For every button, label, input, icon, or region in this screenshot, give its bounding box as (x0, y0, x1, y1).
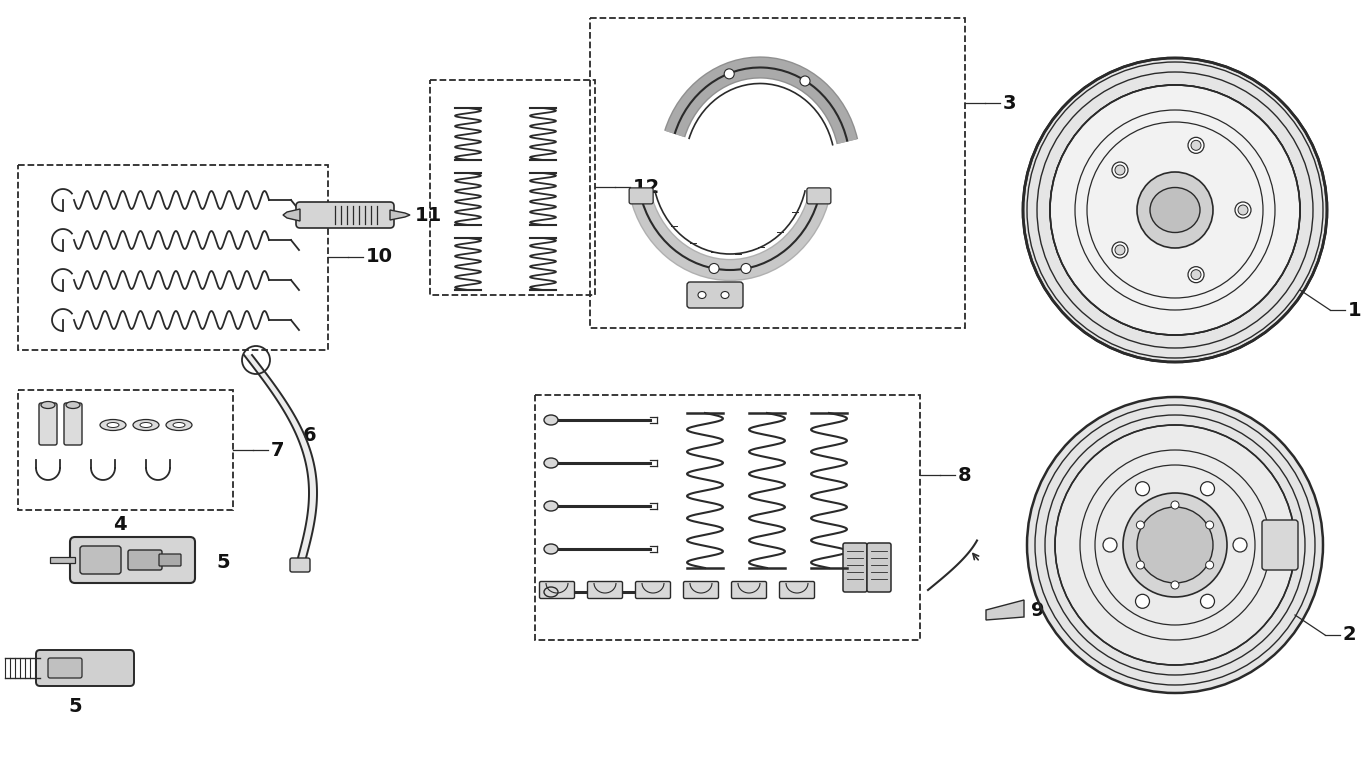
FancyBboxPatch shape (683, 582, 719, 598)
Text: 8: 8 (958, 466, 971, 485)
Ellipse shape (106, 423, 119, 427)
Circle shape (1135, 594, 1150, 608)
Circle shape (1114, 245, 1125, 255)
Circle shape (1138, 507, 1213, 583)
Ellipse shape (140, 423, 151, 427)
FancyBboxPatch shape (1262, 520, 1299, 570)
Ellipse shape (1150, 187, 1200, 233)
Circle shape (1206, 521, 1214, 529)
Circle shape (1239, 205, 1248, 215)
FancyBboxPatch shape (35, 650, 134, 686)
FancyBboxPatch shape (843, 543, 868, 592)
Bar (50, 557, 75, 563)
Circle shape (1200, 594, 1214, 608)
FancyBboxPatch shape (70, 537, 195, 583)
FancyBboxPatch shape (629, 188, 653, 204)
Circle shape (1103, 538, 1117, 552)
Circle shape (1206, 561, 1214, 569)
FancyBboxPatch shape (291, 558, 310, 572)
Circle shape (741, 263, 752, 274)
Wedge shape (1023, 58, 1327, 362)
Circle shape (1188, 267, 1204, 283)
Circle shape (1234, 202, 1251, 218)
Circle shape (1138, 172, 1213, 248)
Circle shape (1191, 140, 1202, 151)
FancyBboxPatch shape (160, 554, 181, 566)
Circle shape (1191, 270, 1202, 280)
FancyBboxPatch shape (868, 543, 891, 592)
Ellipse shape (173, 423, 186, 427)
Polygon shape (986, 600, 1024, 620)
Circle shape (1233, 538, 1247, 552)
Text: 5: 5 (68, 696, 82, 716)
Bar (591, 18, 964, 328)
Text: 11: 11 (415, 205, 442, 224)
Circle shape (709, 263, 719, 274)
FancyBboxPatch shape (128, 550, 162, 570)
Bar (18, 165, 327, 350)
Circle shape (1136, 521, 1144, 529)
Ellipse shape (166, 419, 192, 430)
Circle shape (801, 76, 810, 86)
Circle shape (1188, 137, 1204, 154)
Text: 1: 1 (1348, 300, 1361, 320)
FancyBboxPatch shape (779, 582, 814, 598)
Ellipse shape (544, 587, 558, 597)
FancyBboxPatch shape (687, 282, 743, 308)
Text: 2: 2 (1344, 626, 1357, 644)
Circle shape (1050, 85, 1300, 335)
Circle shape (1123, 493, 1228, 597)
Ellipse shape (544, 501, 558, 511)
Polygon shape (282, 209, 300, 221)
Circle shape (1114, 165, 1125, 175)
FancyBboxPatch shape (64, 403, 82, 445)
Circle shape (1172, 501, 1178, 509)
Ellipse shape (544, 415, 558, 425)
FancyBboxPatch shape (807, 188, 831, 204)
Polygon shape (390, 210, 411, 220)
Bar (535, 395, 919, 640)
Circle shape (1112, 242, 1128, 258)
Circle shape (724, 69, 734, 79)
Circle shape (1172, 581, 1178, 589)
Text: 12: 12 (633, 177, 660, 197)
FancyBboxPatch shape (80, 546, 121, 574)
Text: 9: 9 (1031, 601, 1045, 619)
FancyBboxPatch shape (48, 658, 82, 678)
Text: 3: 3 (1003, 93, 1016, 112)
FancyBboxPatch shape (40, 403, 57, 445)
Ellipse shape (544, 458, 558, 468)
Ellipse shape (698, 292, 707, 299)
Circle shape (1112, 162, 1128, 178)
FancyBboxPatch shape (296, 202, 394, 228)
Text: 7: 7 (271, 441, 285, 459)
Circle shape (1135, 481, 1150, 495)
Text: 10: 10 (366, 248, 393, 267)
Ellipse shape (100, 419, 125, 430)
FancyBboxPatch shape (636, 582, 671, 598)
Text: 5: 5 (216, 554, 229, 572)
FancyBboxPatch shape (731, 582, 767, 598)
Text: 4: 4 (113, 516, 127, 535)
Ellipse shape (544, 544, 558, 554)
Ellipse shape (41, 401, 55, 408)
FancyBboxPatch shape (588, 582, 622, 598)
Ellipse shape (65, 401, 80, 408)
Wedge shape (1027, 397, 1323, 693)
Circle shape (1054, 425, 1294, 665)
Text: 6: 6 (303, 426, 316, 445)
FancyBboxPatch shape (540, 582, 574, 598)
Ellipse shape (134, 419, 160, 430)
Bar (430, 80, 595, 295)
Circle shape (1200, 481, 1214, 495)
Ellipse shape (722, 292, 728, 299)
Bar (18, 390, 233, 510)
Circle shape (1136, 561, 1144, 569)
